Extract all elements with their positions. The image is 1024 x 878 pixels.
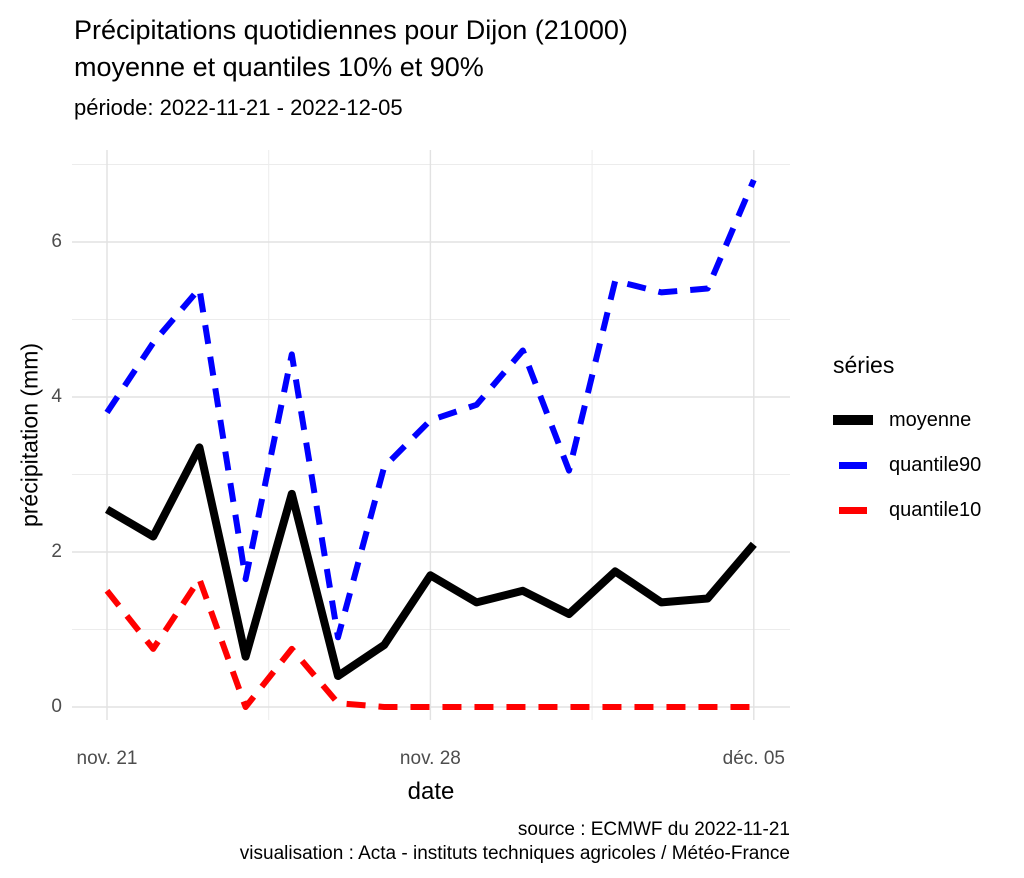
dashed-line-swatch (839, 506, 867, 514)
legend-key-moyenne (833, 415, 873, 425)
legend-item-quantile10: quantile10 (833, 497, 981, 523)
legend-label-moyenne: moyenne (889, 408, 972, 431)
chart-subtitle: période: 2022-11-21 - 2022-12-05 (74, 95, 403, 120)
y-tick-label: 4 (51, 386, 62, 407)
legend-items: moyenne quantile90 quantile10 (833, 407, 981, 523)
x-tick-label: déc. 05 (722, 748, 785, 769)
legend-label-quantile90: quantile90 (889, 453, 982, 476)
x-tick-label: nov. 21 (76, 748, 138, 769)
x-tick-label: nov. 28 (399, 748, 461, 769)
x-axis-title: date (407, 778, 455, 805)
chart-title: Précipitations quotidiennes pour Dijon (… (74, 12, 628, 86)
legend-title: séries (833, 352, 895, 378)
y-axis-title: précipitation (mm) (16, 342, 43, 528)
solid-line-swatch (833, 415, 873, 425)
chart-title-line-2: moyenne et quantiles 10% et 90% (74, 52, 484, 82)
caption-source: source : ECMWF du 2022-11-21 (517, 819, 790, 840)
series-line-moyenne (104, 443, 757, 680)
y-tick-label: 0 (51, 696, 62, 717)
series-line-quantile10 (104, 576, 754, 710)
legend: séries moyenne quantile90 quantile10 (833, 352, 981, 523)
caption-visualisation: visualisation : Acta - instituts techniq… (239, 843, 790, 864)
legend-key-quantile90 (833, 461, 873, 469)
legend-label-quantile10: quantile10 (889, 498, 982, 521)
legend-item-quantile90: quantile90 (833, 452, 981, 478)
legend-key-quantile10 (833, 506, 873, 514)
y-tick-label: 6 (51, 231, 62, 252)
chart-title-line-1: Précipitations quotidiennes pour Dijon (… (74, 15, 628, 45)
caption: source : ECMWF du 2022-11-21 visualisati… (240, 818, 790, 866)
dashed-line-swatch (839, 461, 867, 469)
y-tick-label: 2 (51, 541, 62, 562)
legend-item-moyenne: moyenne (833, 407, 981, 433)
